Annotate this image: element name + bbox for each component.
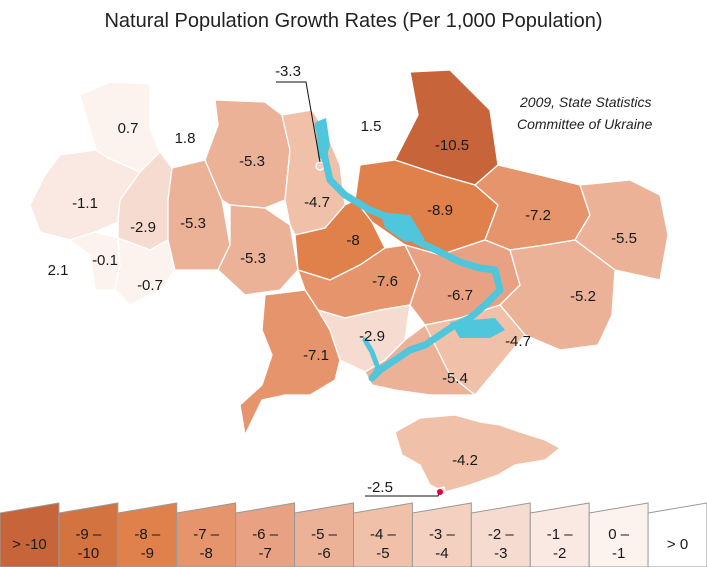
legend-swatch	[647, 502, 707, 567]
legend-swatch	[176, 502, 237, 567]
label-sumy: -10.5	[435, 137, 469, 154]
label-lviv: -1.1	[72, 195, 98, 212]
legend-swatch	[0, 502, 60, 567]
kakhovka-reservoir	[450, 318, 505, 338]
legend-label: -2 –	[488, 526, 515, 543]
label-kyiv: -4.7	[304, 194, 330, 211]
label-zakarpattia: 2.1	[48, 262, 69, 279]
legend-label: -9 –	[75, 526, 102, 543]
legend-label: -9	[141, 545, 154, 562]
legend-label: -1	[612, 545, 625, 562]
legend-label: -6	[317, 545, 330, 562]
legend-label: -7	[258, 545, 271, 562]
legend-swatch	[117, 502, 178, 567]
legend-label: -4 –	[370, 526, 397, 543]
legend-label: -8	[200, 545, 213, 562]
legend-label: -2	[553, 545, 566, 562]
label-khmelnytskyi: -5.3	[180, 215, 206, 232]
label-rivne: 1.8	[175, 130, 196, 147]
legend-label: -1 –	[547, 526, 574, 543]
label-kirovohrad: -7.6	[372, 273, 398, 290]
region-kherson	[364, 324, 477, 396]
legend-label: -3 –	[429, 526, 456, 543]
label-ternopil: -2.9	[130, 219, 156, 236]
label-zhytomyr: -5.3	[239, 153, 265, 170]
legend-label: -5	[376, 545, 389, 562]
legend-label: 0 –	[608, 526, 630, 543]
label-zaporizhzhia: -4.7	[505, 333, 531, 350]
label-kharkiv: -7.2	[525, 207, 551, 224]
region-lviv	[29, 149, 141, 241]
legend: > -10 -9 – -10 -8 – -9 -7 – -8 -6 – -7 -5 – -6 -4 –…	[0, 502, 707, 567]
legend-label: -8 –	[134, 526, 161, 543]
legend-label: > -10	[12, 536, 47, 553]
label-volyn: 0.7	[118, 120, 139, 137]
legend-swatch	[411, 502, 472, 567]
label-mykolaiv: -2.9	[359, 328, 385, 345]
label-poltava: -8.9	[427, 202, 453, 219]
region-crimea	[394, 414, 562, 493]
kremenchuk-reservoir	[380, 212, 425, 242]
value-labels: 0.7 1.8 -1.1 -2.9 2.1 -0.1 -0.7 -5.3 -5.…	[48, 63, 637, 496]
label-ivano-frankivsk: -0.1	[92, 252, 118, 269]
label-cherkasy: -8	[346, 232, 359, 249]
legend-swatch	[353, 502, 413, 567]
legend-swatch	[235, 502, 296, 567]
label-kherson: -5.4	[442, 370, 468, 387]
label-dnipropetrovsk: -6.7	[447, 287, 473, 304]
legend-swatch	[294, 502, 354, 567]
legend-label: -10	[78, 545, 100, 562]
legend-label: -3	[494, 545, 507, 562]
label-vinnytsia: -5.3	[240, 250, 266, 267]
legend-label: > 0	[667, 536, 688, 553]
label-crimea: -4.2	[452, 452, 478, 469]
label-kyiv-city: -3.3	[275, 63, 301, 80]
label-odesa: -7.1	[303, 347, 329, 364]
legend-label: -6 –	[252, 526, 279, 543]
legend-swatch	[58, 502, 119, 567]
source-line-2: Committee of Ukraine	[517, 116, 653, 132]
label-donetsk: -5.2	[570, 288, 596, 305]
southern-bug	[362, 337, 381, 381]
legend-swatch	[529, 502, 590, 567]
label-chernihiv: 1.5	[361, 118, 382, 135]
region-chernivtsi	[114, 237, 176, 306]
label-luhansk: -5.5	[611, 230, 637, 247]
legend-swatch	[588, 502, 649, 567]
legend-label: -4	[435, 545, 448, 562]
label-chernivtsi: -0.7	[137, 277, 163, 294]
source-line-1: 2009, State Statistics	[519, 94, 652, 110]
kyiv-reservoir	[316, 118, 330, 160]
region-donetsk	[499, 239, 616, 351]
legend-swatch	[470, 502, 531, 567]
region-zakarpattia	[17, 231, 96, 306]
sevastopol-marker	[437, 489, 443, 495]
dnipro-river	[314, 121, 504, 382]
leader-kyiv-city	[276, 81, 321, 163]
legend-label: -5 –	[311, 526, 338, 543]
region-luhansk	[574, 179, 669, 281]
map-title: Natural Population Growth Rates (Per 1,0…	[104, 10, 603, 32]
label-sevastopol: -2.5	[367, 479, 393, 496]
legend-label: -7 –	[193, 526, 220, 543]
region-vinnytsia	[217, 204, 299, 296]
